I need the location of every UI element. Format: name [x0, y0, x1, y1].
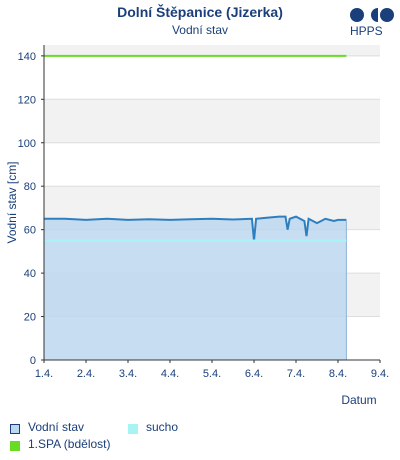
water-level-area [44, 216, 347, 360]
legend-swatch [128, 424, 138, 434]
legend-label: Vodní stav [28, 420, 85, 434]
x-tick-label: 2.4. [77, 368, 95, 380]
y-tick-label: 120 [18, 94, 36, 106]
y-tick-label: 0 [30, 355, 36, 367]
y-tick-label: 100 [18, 138, 36, 150]
x-tick-label: 8.4. [329, 368, 347, 380]
series-layer [44, 54, 347, 360]
grid-band [44, 55, 380, 100]
legend-swatch [10, 424, 20, 434]
grid-band [44, 142, 380, 187]
y-tick-label: 40 [24, 268, 36, 280]
hpps-logo-icon [350, 8, 394, 22]
x-tick-label: 3.4. [119, 368, 137, 380]
x-tick-label: 5.4. [203, 368, 221, 380]
axes-layer [41, 45, 381, 363]
logo-text: HPPS [350, 24, 383, 38]
legend-swatch [10, 441, 20, 451]
y-tick-label: 60 [24, 225, 36, 237]
grid-band [44, 99, 380, 143]
x-tick-label: 4.4. [161, 368, 179, 380]
x-axis-title: Datum [341, 393, 376, 407]
x-tick-label: 6.4. [245, 368, 263, 380]
y-tick-label: 20 [24, 312, 36, 324]
x-tick-label: 1.4. [35, 368, 53, 380]
x-tick-label: 7.4. [287, 368, 305, 380]
y-axis-title: Vodní stav [cm] [5, 161, 19, 243]
legend-label: 1.SPA (bdělost) [28, 437, 111, 451]
chart-title: Dolní Štěpanice (Jizerka) [117, 4, 283, 20]
legend-label: sucho [146, 420, 179, 434]
y-tick-label: 140 [18, 51, 36, 63]
y-tick-label: 80 [24, 181, 36, 193]
chart-subtitle: Vodní stav [171, 23, 229, 37]
grid-band [44, 45, 380, 56]
labels-layer: 0 20 40 60 80 100 120 140 1.4. 2.4. 3.4. 4.4. 5.4. 6.… [5, 51, 389, 407]
x-tick-label: 9.4. [371, 368, 389, 380]
water-level-line [44, 215, 347, 241]
